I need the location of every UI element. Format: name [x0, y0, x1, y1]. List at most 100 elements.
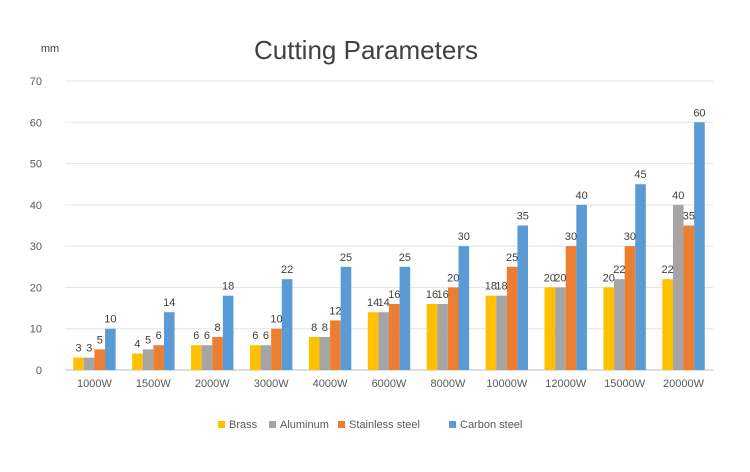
y-tick-label: 0 [36, 365, 42, 377]
data-label: 8 [322, 322, 328, 334]
bar-brass [308, 336, 320, 370]
bar-brass [132, 353, 143, 370]
x-axis-ticks: 1000W 1500W 2000W 3000W 4000W 6000W 8000W 10000… [77, 378, 705, 390]
x-tick-label: 6000W [372, 378, 407, 390]
bars [73, 122, 705, 371]
bar-brass [603, 287, 615, 370]
bar-carbon-steel [576, 204, 587, 370]
bar-stainless-steel [271, 328, 282, 370]
bar-carbon-steel [222, 295, 234, 370]
bar-brass [426, 303, 438, 370]
data-label: 22 [613, 264, 625, 276]
legend-item-stainless-steel[interactable]: Stainless steel [338, 419, 420, 431]
data-label: 6 [252, 330, 258, 342]
y-axis-unit-label: mm [41, 43, 59, 55]
legend[interactable]: Brass Aluminum Stainless steel Carbon steel [218, 419, 522, 431]
data-label: 10 [104, 314, 116, 326]
data-label: 18 [222, 281, 234, 293]
data-label: 20 [447, 272, 459, 284]
x-tick-label: 2000W [195, 378, 230, 390]
bar-stainless-steel [94, 349, 106, 370]
bar-brass [249, 345, 261, 370]
data-label: 22 [281, 264, 293, 276]
data-label: 8 [311, 322, 317, 334]
bar-aluminum [142, 349, 154, 370]
bar-carbon-steel [340, 266, 352, 370]
legend-item-carbon-steel[interactable]: Carbon steel [449, 419, 522, 431]
data-label: 45 [634, 169, 646, 181]
bar-stainless-steel [447, 287, 459, 370]
legend-label: Aluminum [280, 419, 329, 431]
x-tick-label: 12000W [545, 378, 587, 390]
data-label: 40 [672, 190, 684, 202]
data-label: 12 [329, 305, 341, 317]
data-label: 6 [156, 330, 162, 342]
bar-stainless-steel [683, 225, 695, 370]
y-tick-label: 30 [30, 241, 42, 253]
x-tick-label: 1500W [136, 378, 171, 390]
legend-label: Brass [229, 419, 258, 431]
bar-aluminum [496, 295, 507, 370]
bar-brass [73, 357, 84, 370]
bar-carbon-steel [694, 122, 705, 371]
y-tick-label: 20 [30, 282, 42, 294]
y-tick-label: 60 [30, 117, 42, 129]
data-label: 8 [215, 322, 221, 334]
x-tick-label: 20000W [663, 378, 705, 390]
y-axis-ticks: 0 10 20 30 40 50 60 70 [30, 76, 42, 377]
data-label: 14 [378, 297, 390, 309]
x-tick-label: 15000W [604, 378, 646, 390]
data-label: 60 [693, 107, 705, 119]
data-label: 35 [517, 211, 529, 223]
data-label: 40 [576, 190, 588, 202]
bar-stainless-steel [153, 345, 164, 370]
bar-brass [544, 287, 556, 370]
data-label: 3 [75, 343, 81, 355]
legend-swatch [269, 421, 276, 428]
bar-aluminum [260, 345, 272, 370]
data-label: 30 [624, 231, 636, 243]
y-tick-label: 70 [30, 76, 42, 88]
bar-aluminum [201, 345, 213, 370]
bar-stainless-steel [212, 336, 223, 370]
bar-aluminum [378, 312, 389, 370]
x-tick-label: 1000W [77, 378, 112, 390]
y-tick-label: 10 [30, 324, 42, 336]
y-tick-label: 40 [30, 200, 42, 212]
bar-brass [367, 312, 379, 370]
data-label: 14 [163, 297, 175, 309]
bar-carbon-steel [399, 266, 411, 370]
data-label: 30 [458, 231, 470, 243]
data-label: 10 [270, 314, 282, 326]
y-tick-label: 50 [30, 159, 42, 171]
bar-aluminum [614, 279, 625, 370]
bar-aluminum [555, 287, 566, 370]
data-label: 5 [145, 334, 151, 346]
legend-label: Carbon steel [460, 419, 522, 431]
data-label: 20 [554, 272, 566, 284]
data-label: 35 [683, 211, 695, 223]
data-label: 14 [367, 297, 379, 309]
x-tick-label: 3000W [254, 378, 289, 390]
bar-brass [662, 279, 673, 370]
legend-item-brass[interactable]: Brass [218, 419, 258, 431]
legend-label: Stainless steel [349, 419, 420, 431]
data-label: 16 [388, 289, 400, 301]
data-label: 30 [565, 231, 577, 243]
bar-brass [191, 345, 202, 370]
bar-carbon-steel [458, 246, 470, 370]
bar-stainless-steel [565, 246, 577, 370]
bar-aluminum [672, 204, 684, 370]
data-label: 25 [399, 252, 411, 264]
bar-aluminum [437, 303, 448, 370]
data-label: 3 [86, 343, 92, 355]
bar-carbon-steel [105, 328, 116, 370]
bar-carbon-steel [281, 279, 293, 370]
legend-item-aluminum[interactable]: Aluminum [269, 419, 329, 431]
data-label: 6 [193, 330, 199, 342]
data-label: 4 [134, 338, 140, 350]
data-label: 6 [204, 330, 210, 342]
